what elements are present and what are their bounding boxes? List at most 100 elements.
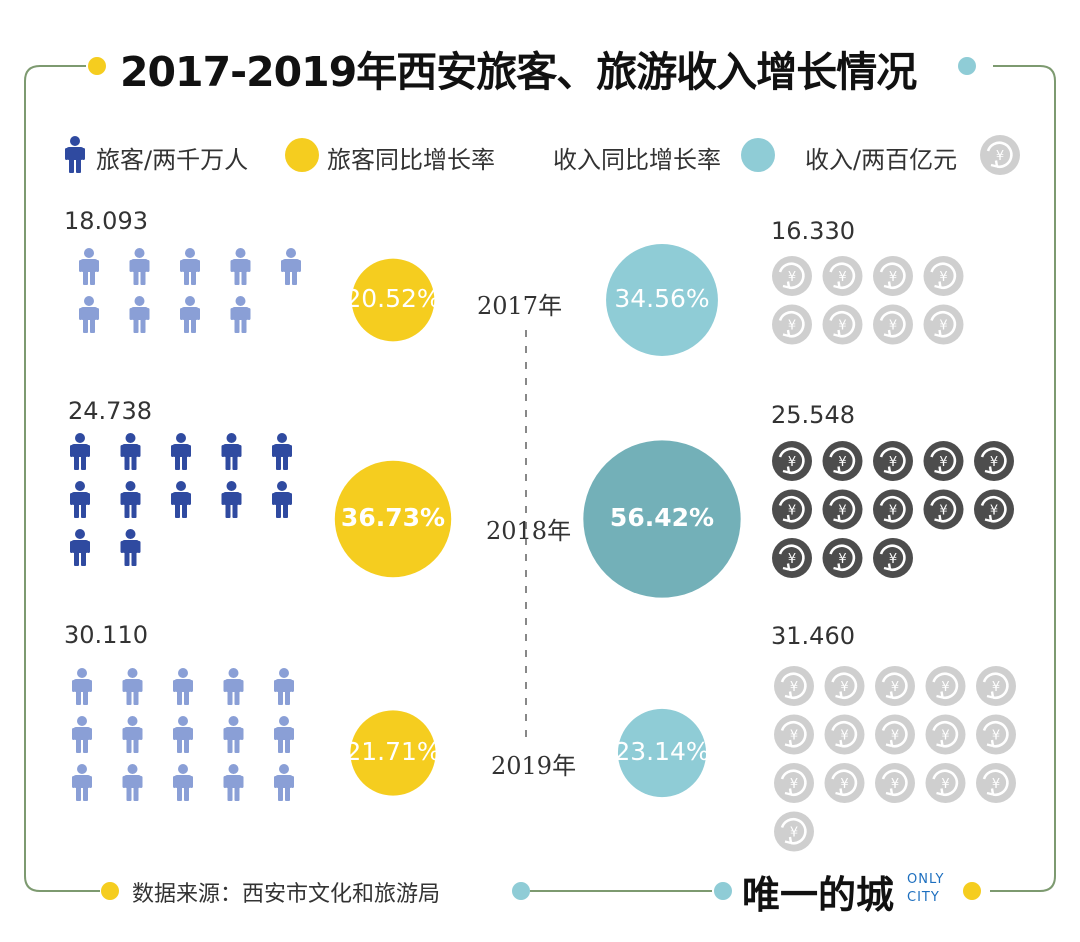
yuan-coin-icon: ¥: [873, 489, 913, 530]
person-icon: [274, 668, 294, 705]
person-icon: [122, 668, 143, 705]
person-icon: [72, 668, 92, 705]
yuan-coin-icon: ¥: [976, 763, 1016, 803]
yuan-coin-icon: ¥: [822, 489, 863, 530]
svg-text:¥: ¥: [992, 729, 1000, 744]
svg-text:¥: ¥: [889, 319, 897, 334]
person-icon: [171, 433, 191, 470]
person-icon: [180, 248, 200, 285]
footer-dot-right: [963, 882, 981, 900]
footer-dot-mid1: [512, 882, 530, 900]
person-icon: [122, 716, 143, 753]
yuan-coin-icon: ¥: [774, 714, 814, 755]
income-value-2018: 25.548: [771, 401, 855, 429]
yuan-coin-icon: ¥: [774, 666, 814, 706]
person-icon: [173, 764, 193, 801]
svg-text:¥: ¥: [939, 319, 947, 334]
brand-name: 唯一的城: [742, 873, 895, 917]
yuan-coin-icon: ¥: [925, 666, 966, 706]
svg-text:¥: ¥: [992, 777, 1000, 792]
income-growth-value: 23.14%: [614, 737, 710, 766]
footer-dot-left: [101, 882, 119, 900]
yuan-coin-icon: ¥: [822, 304, 863, 345]
person-icon: [70, 433, 90, 470]
yuan-coin-icon: ¥: [824, 763, 865, 803]
svg-text:¥: ¥: [788, 270, 796, 285]
person-icon: [120, 529, 141, 566]
svg-text:¥: ¥: [941, 777, 949, 792]
yuan-coin-icon: ¥: [873, 256, 913, 296]
yuan-coin-icon: ¥: [772, 304, 812, 345]
tourist-growth-value: 36.73%: [340, 503, 446, 532]
person-icon: [223, 716, 244, 753]
svg-text:¥: ¥: [939, 455, 947, 470]
person-icon: [120, 481, 141, 518]
income-growth-bubble: [617, 708, 707, 798]
svg-text:¥: ¥: [840, 729, 848, 744]
legend-income-growth-label: 收入同比增长率: [553, 146, 721, 174]
svg-text:¥: ¥: [838, 270, 846, 285]
svg-text:¥: ¥: [996, 149, 1004, 164]
person-icon: [223, 764, 244, 801]
svg-text:¥: ¥: [889, 455, 897, 470]
title-dot-left: [88, 57, 106, 75]
yuan-coin-icon: ¥: [873, 441, 913, 481]
svg-text:¥: ¥: [941, 680, 949, 695]
svg-text:¥: ¥: [990, 504, 998, 519]
person-icon: [79, 248, 99, 285]
svg-text:¥: ¥: [889, 504, 897, 519]
tourist-growth-value: 20.52%: [345, 284, 441, 313]
svg-text:¥: ¥: [788, 455, 796, 470]
person-icon: [281, 248, 301, 285]
person-icon: [274, 716, 294, 753]
person-icon: [221, 481, 242, 518]
tourists-value-2019: 30.110: [64, 621, 148, 649]
svg-text:¥: ¥: [891, 729, 899, 744]
person-icon: [221, 433, 242, 470]
yuan-coin-icon: ¥: [923, 256, 964, 296]
svg-text:¥: ¥: [840, 680, 848, 695]
person-icon: [129, 296, 150, 333]
yuan-coin-icon: ¥: [925, 714, 966, 755]
svg-text:¥: ¥: [838, 319, 846, 334]
yuan-coin-icon: ¥: [822, 441, 863, 481]
tourists-value-2018: 24.738: [68, 397, 152, 425]
yuan-coin-icon: ¥: [873, 538, 913, 578]
svg-text:¥: ¥: [941, 729, 949, 744]
person-icon: [230, 248, 251, 285]
yuan-coin-icon: ¥: [772, 256, 812, 296]
tourists-value-2017: 18.093: [64, 207, 148, 235]
svg-text:¥: ¥: [891, 680, 899, 695]
footer-dot-mid2: [714, 882, 732, 900]
yuan-coin-icon: ¥: [974, 489, 1014, 530]
tourist-growth-bubble: [350, 710, 436, 796]
yuan-coin-icon: ¥: [976, 666, 1016, 706]
yuan-coin-icon: ¥: [873, 304, 913, 345]
yuan-coin-icon: ¥: [923, 304, 964, 345]
person-icon: [180, 296, 200, 333]
svg-text:¥: ¥: [838, 552, 846, 567]
income-growth-bubble: [583, 440, 741, 598]
yuan-coin-icon: ¥: [822, 538, 863, 578]
yuan-coin-icon: ¥: [772, 441, 812, 481]
svg-text:¥: ¥: [790, 777, 798, 792]
person-icon: [171, 481, 191, 518]
person-icon: [72, 716, 92, 753]
svg-text:¥: ¥: [838, 455, 846, 470]
tourist-growth-value: 21.71%: [345, 737, 441, 766]
income-growth-value: 34.56%: [614, 284, 710, 313]
yuan-coin-icon: ¥: [875, 763, 915, 803]
income-value-2017: 16.330: [771, 217, 855, 245]
legend-person-icon: [65, 136, 85, 173]
svg-text:¥: ¥: [788, 552, 796, 567]
legend-income-growth-swatch: [741, 138, 775, 172]
yuan-coin-icon: ¥: [976, 714, 1016, 755]
legend-tourist-growth-swatch: [285, 138, 319, 172]
chart-marks: ¥ ¥ ¥ ¥ ¥ ¥ ¥ ¥ ¥ ¥ ¥ ¥ ¥ ¥ ¥ ¥ ¥ ¥ ¥ ¥ ¥ ¥ ¥ ¥ ¥ ¥ ¥ ¥ ¥ ¥ ¥ ¥ ¥ ¥ ¥ ¥ ¥: [70, 244, 1016, 852]
svg-text:¥: ¥: [840, 777, 848, 792]
income-growth-bubble: [606, 244, 718, 356]
tourist-growth-bubble: [351, 258, 435, 342]
year-label-2017: 2017年: [477, 292, 563, 320]
svg-text:¥: ¥: [790, 680, 798, 695]
